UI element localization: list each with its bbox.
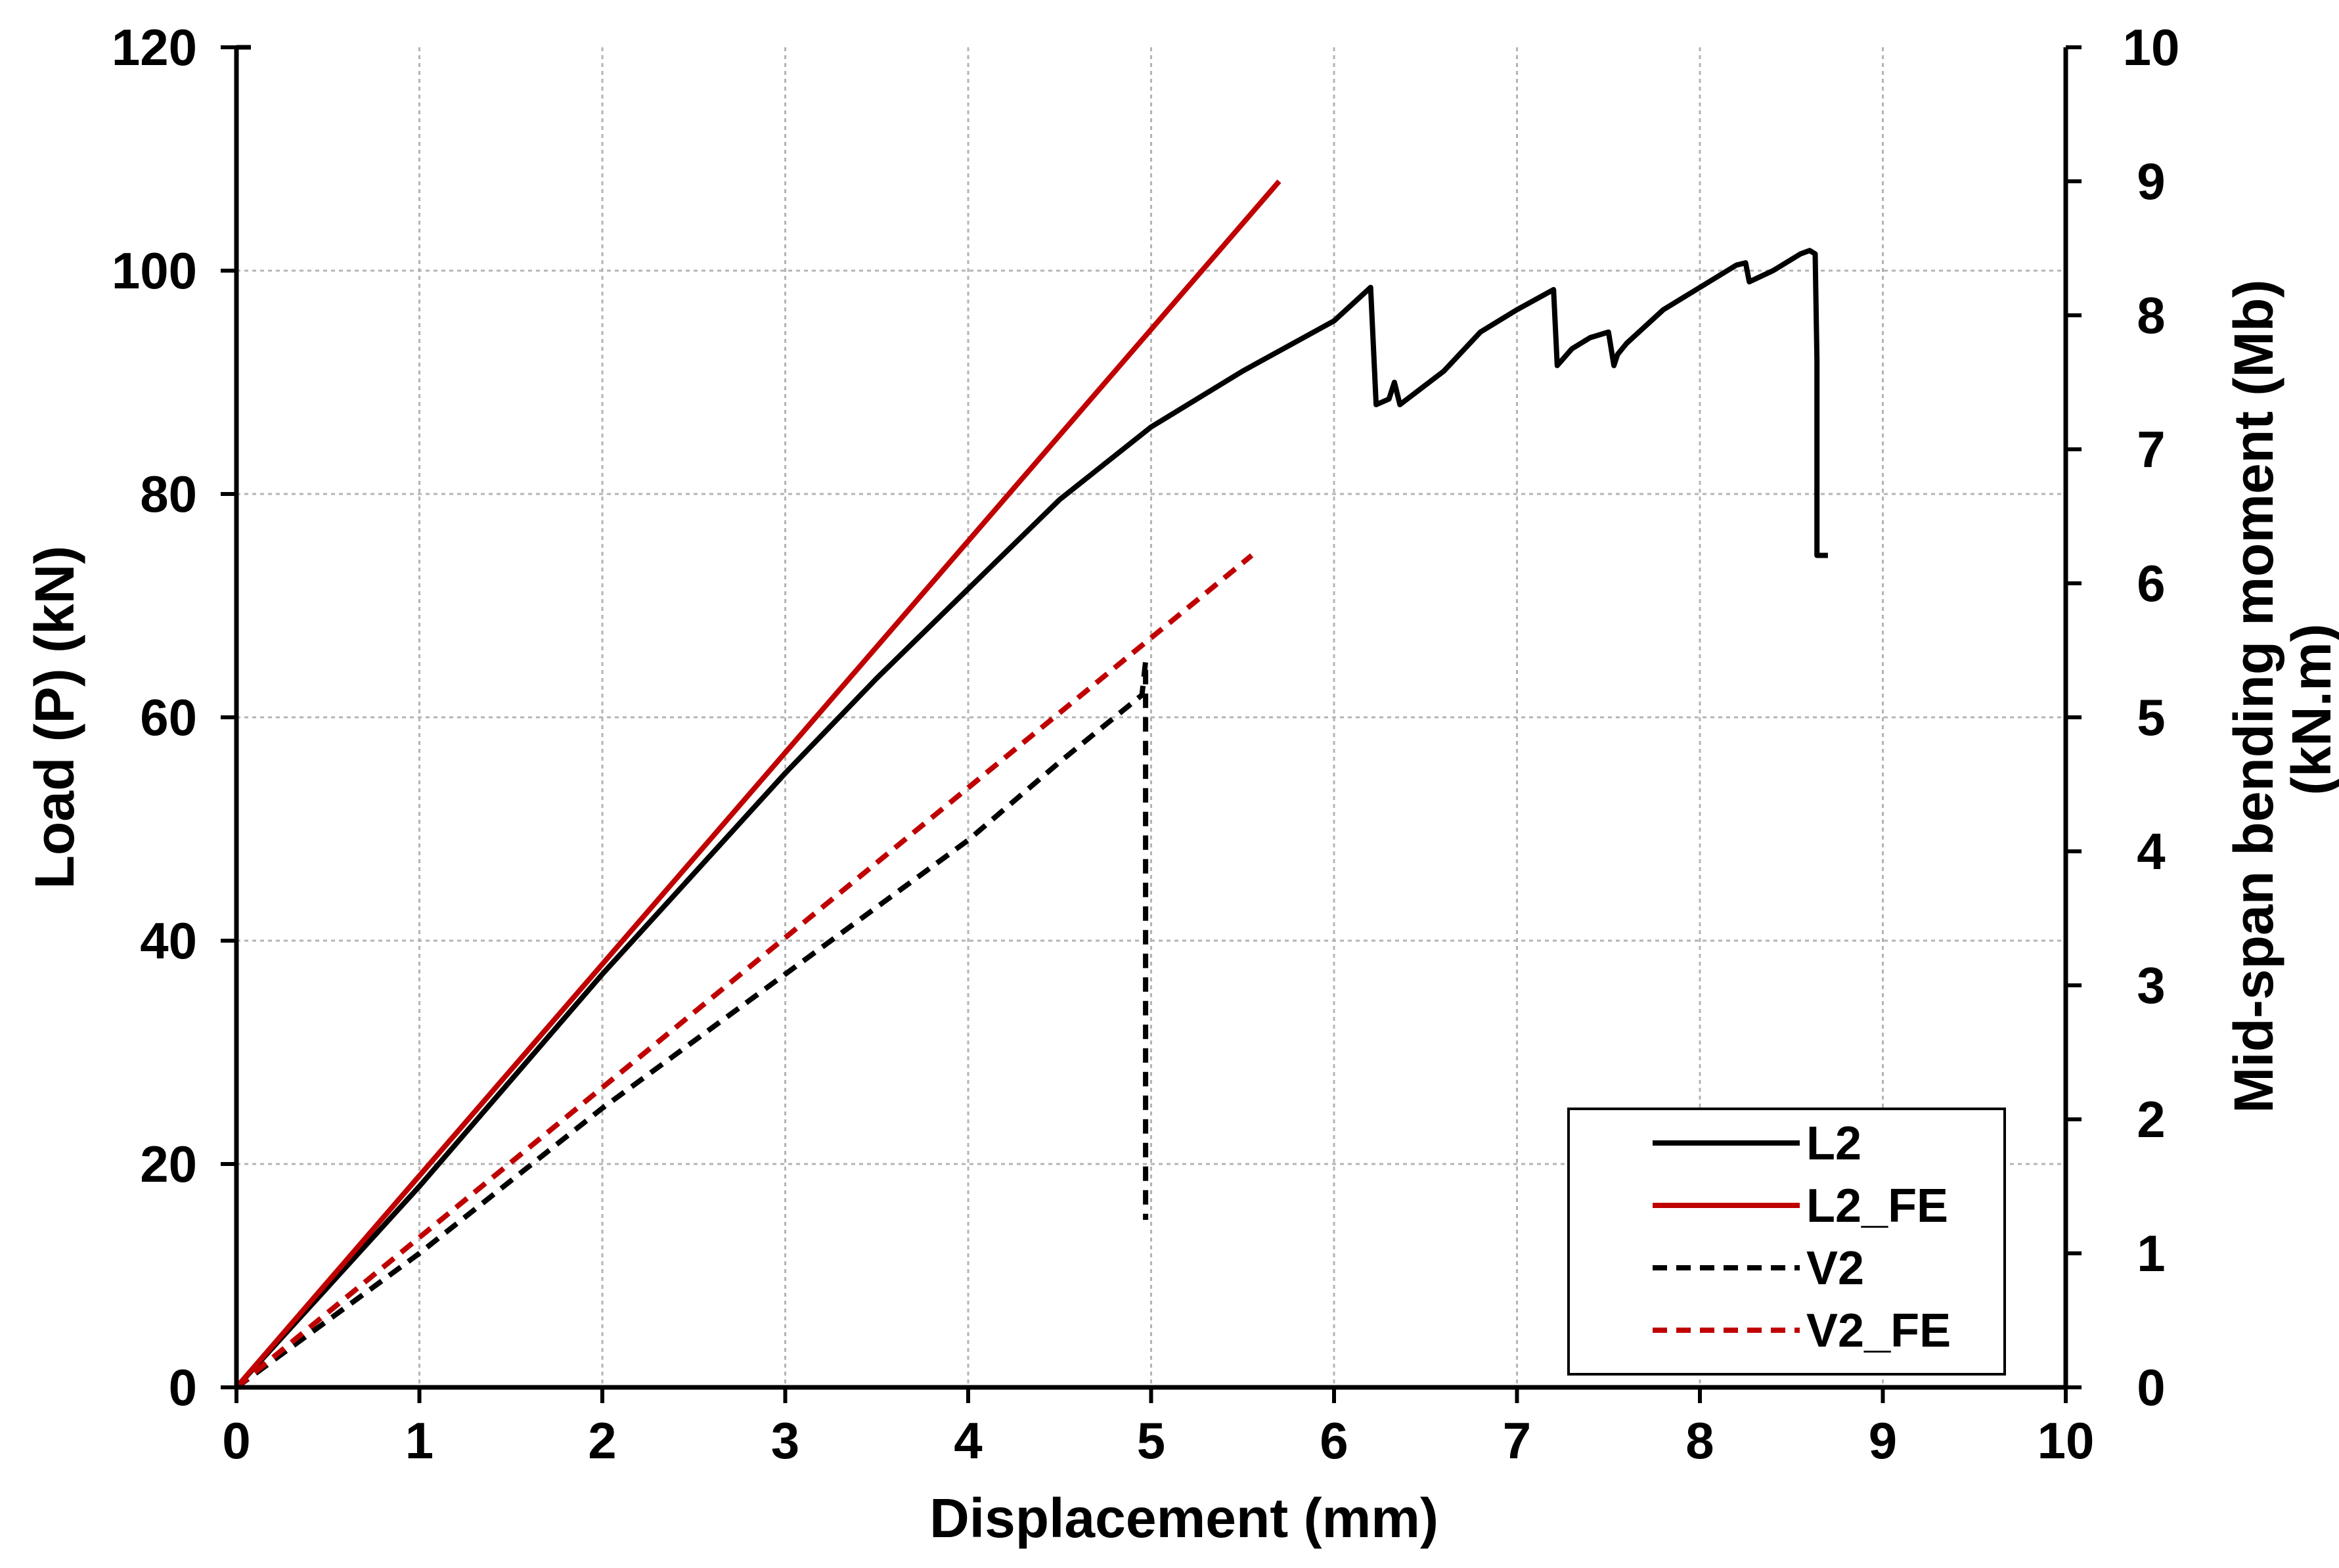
y2-tick-label: 10: [2123, 18, 2180, 76]
x-tick-label: 9: [1869, 1412, 1897, 1469]
legend-label-v2-fe: V2_FE: [1806, 1305, 1951, 1357]
series-line-l2: [234, 248, 1828, 1389]
series-line-v2: [234, 659, 1149, 1390]
y2-tick-label: 9: [2137, 152, 2165, 210]
y2-tick-label: 5: [2137, 688, 2165, 746]
y-tick-label: 0: [169, 1358, 197, 1416]
x-tick-label: 0: [222, 1412, 250, 1469]
x-axis-title: Displacement (mm): [929, 1487, 1438, 1549]
y2-tick-label: 4: [2137, 822, 2165, 880]
y2-tick-label: 1: [2137, 1224, 2165, 1282]
legend: L2 L2_FE V2 V2_FE: [1567, 1108, 2006, 1376]
y-tick-label: 20: [140, 1135, 197, 1193]
y2-tick-label: 3: [2137, 956, 2165, 1014]
y2-tick-label: 2: [2137, 1090, 2165, 1148]
y2-axis-title-line2: (kN.m): [2281, 623, 2339, 795]
tick-marks: [221, 45, 2082, 1403]
y-tick-label: 100: [112, 242, 197, 300]
x-tick-label: 6: [1320, 1412, 1348, 1469]
x-tick-label: 3: [771, 1412, 799, 1469]
y2-tick-label: 7: [2137, 420, 2165, 478]
y-tick-label: 40: [140, 912, 197, 970]
y2-tick-label: 8: [2137, 286, 2165, 344]
x-tick-label: 10: [2038, 1412, 2095, 1469]
grid: [236, 47, 2066, 1387]
series-line-v2-fe: [234, 553, 1254, 1390]
legend-label-l2-fe: L2_FE: [1806, 1180, 1948, 1232]
legend-label-l2: L2: [1806, 1117, 1861, 1170]
y-tick-label: 120: [112, 18, 197, 76]
x-tick-label: 8: [1685, 1412, 1714, 1469]
legend-label-v2: V2: [1806, 1242, 1864, 1295]
series-line-l2-fe: [234, 179, 1281, 1389]
x-tick-label: 1: [405, 1412, 434, 1469]
x-tick-label: 7: [1503, 1412, 1531, 1469]
x-tick-label: 2: [588, 1412, 616, 1469]
x-tick-label: 4: [954, 1412, 982, 1469]
y2-tick-label: 6: [2137, 554, 2165, 612]
y-axis-title: Load (P) (kN): [24, 546, 85, 889]
y-tick-label: 80: [140, 465, 197, 523]
legend-box: [1567, 1108, 2006, 1376]
y2-tick-label: 0: [2137, 1358, 2165, 1416]
y-tick-label: 60: [140, 688, 197, 746]
plot-series: [234, 179, 1828, 1390]
x-tick-label: 5: [1137, 1412, 1165, 1469]
y2-axis-title-line1: Mid-span bending moment (Mb): [2223, 279, 2284, 1113]
